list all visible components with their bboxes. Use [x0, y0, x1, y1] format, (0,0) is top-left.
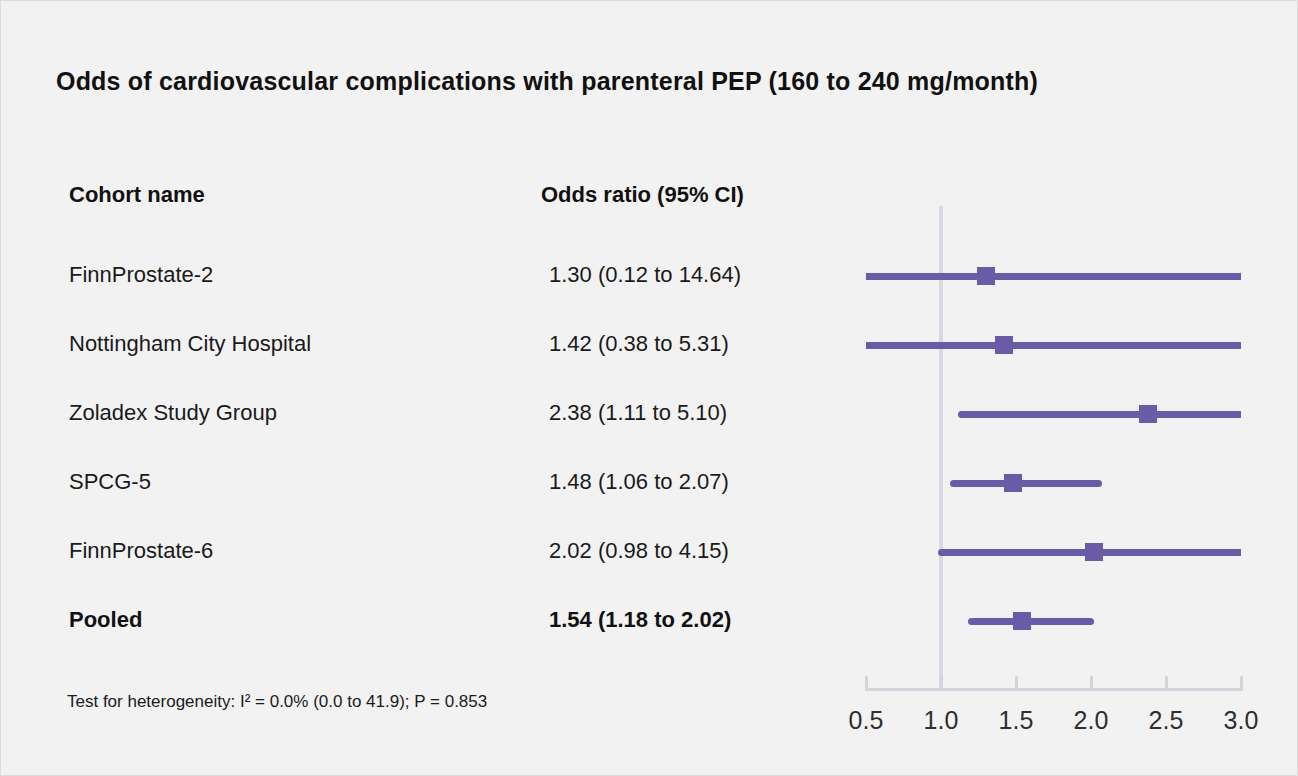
- x-axis-baseline: [865, 688, 1243, 691]
- x-axis-tick: [865, 676, 868, 689]
- column-header-odds-ratio: Odds ratio (95% CI): [541, 182, 744, 208]
- cohort-name-label: Pooled: [69, 607, 142, 633]
- x-axis-tick: [1090, 676, 1093, 689]
- x-axis-tick-label: 1.5: [984, 706, 1048, 735]
- cohort-name-label: FinnProstate-6: [69, 538, 213, 564]
- cohort-name-label: FinnProstate-2: [69, 262, 213, 288]
- odds-ratio-point-marker: [1004, 474, 1022, 492]
- cohort-name-label: Zoladex Study Group: [69, 400, 277, 426]
- odds-ratio-point-marker: [977, 267, 995, 285]
- confidence-interval-line: [968, 618, 1094, 625]
- column-header-cohort-name: Cohort name: [69, 182, 205, 208]
- chart-title: Odds of cardiovascular complications wit…: [56, 67, 1038, 96]
- confidence-interval-line: [950, 480, 1102, 487]
- heterogeneity-footnote: Test for heterogeneity: I² = 0.0% (0.0 t…: [67, 692, 487, 712]
- cohort-name-label: SPCG-5: [69, 469, 151, 495]
- odds-ratio-ci-label: 1.30 (0.12 to 14.64): [549, 262, 741, 288]
- x-axis-tick-label: 2.5: [1134, 706, 1198, 735]
- x-axis-tick-label: 0.5: [834, 706, 898, 735]
- cohort-name-label: Nottingham City Hospital: [69, 331, 311, 357]
- odds-ratio-ci-label: 1.42 (0.38 to 5.31): [549, 331, 729, 357]
- x-axis-tick: [1015, 676, 1018, 689]
- x-axis-tick: [1165, 676, 1168, 689]
- x-axis-tick: [940, 676, 943, 689]
- x-axis-tick-label: 3.0: [1209, 706, 1273, 735]
- odds-ratio-point-marker: [1139, 405, 1157, 423]
- x-axis-tick-label: 1.0: [909, 706, 973, 735]
- x-axis-tick-label: 2.0: [1059, 706, 1123, 735]
- odds-ratio-ci-label: 1.54 (1.18 to 2.02): [549, 607, 731, 633]
- confidence-interval-line: [958, 411, 1242, 418]
- odds-ratio-ci-label: 2.02 (0.98 to 4.15): [549, 538, 729, 564]
- odds-ratio-point-marker: [995, 336, 1013, 354]
- forest-plot-page: Odds of cardiovascular complications wit…: [0, 0, 1298, 776]
- odds-ratio-point-marker: [1013, 612, 1031, 630]
- odds-ratio-ci-label: 2.38 (1.11 to 5.10): [549, 400, 727, 426]
- x-axis-tick: [1240, 676, 1243, 689]
- confidence-interval-line: [866, 342, 1241, 349]
- confidence-interval-line: [866, 273, 1241, 280]
- odds-ratio-ci-label: 1.48 (1.06 to 2.07): [549, 469, 729, 495]
- odds-ratio-point-marker: [1085, 543, 1103, 561]
